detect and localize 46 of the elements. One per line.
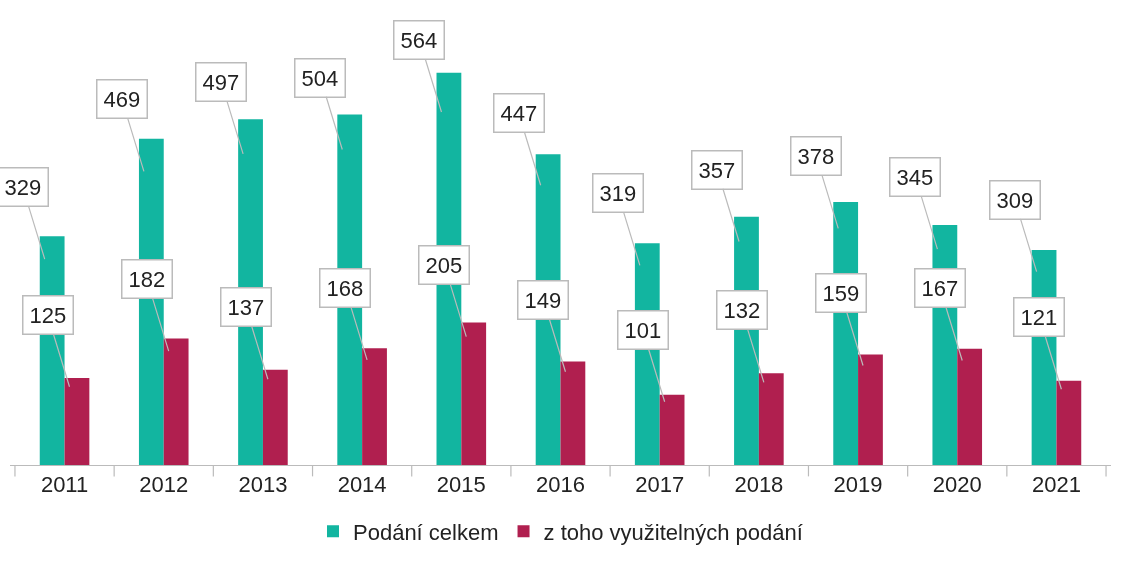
data-label: 205: [425, 252, 463, 278]
bar: [957, 348, 983, 465]
bar: [461, 322, 487, 465]
data-label: 497: [202, 69, 240, 95]
data-label: 125: [29, 302, 67, 328]
x-tick-label: 2017: [635, 472, 685, 498]
bar: [262, 369, 288, 465]
x-tick-label: 2021: [1031, 472, 1081, 498]
data-label: 168: [326, 275, 364, 301]
data-label: 101: [624, 317, 662, 343]
data-label: 159: [822, 280, 860, 306]
x-tick-label: 2018: [734, 472, 784, 498]
x-tick-label: 2013: [238, 472, 288, 498]
bar: [659, 394, 685, 465]
data-label: 357: [698, 157, 736, 183]
data-label: 167: [921, 275, 959, 301]
bar: [758, 373, 784, 465]
data-label: 121: [1020, 304, 1058, 330]
bar: [163, 338, 189, 465]
data-label: 182: [128, 266, 166, 292]
data-label: 504: [301, 65, 339, 91]
data-label: 132: [723, 297, 761, 323]
data-label: 137: [227, 294, 265, 320]
x-tick-label: 2019: [833, 472, 883, 498]
x-tick-label: 2011: [40, 472, 89, 498]
data-label: 319: [599, 180, 637, 206]
data-label: 309: [996, 187, 1034, 213]
data-label: 564: [400, 27, 438, 53]
x-tick-label: 2016: [536, 472, 585, 498]
bar: [362, 348, 387, 465]
x-tick-label: 2015: [436, 472, 486, 498]
data-label: 149: [524, 287, 562, 313]
data-label: 469: [103, 86, 141, 112]
legend-label: Podání celkem: [353, 519, 499, 545]
bar: [64, 378, 90, 465]
data-label: 447: [500, 100, 538, 126]
x-tick-label: 2014: [337, 472, 387, 498]
data-label: 345: [896, 164, 934, 190]
x-tick-label: 2012: [139, 472, 189, 498]
bar: [1056, 380, 1082, 465]
bar: [560, 361, 586, 465]
data-label: 378: [797, 143, 835, 169]
legend-label: z toho využitelných podání: [543, 519, 803, 545]
x-tick-label: 2020: [932, 472, 982, 498]
bar: [858, 354, 883, 465]
data-label: 329: [4, 174, 42, 200]
